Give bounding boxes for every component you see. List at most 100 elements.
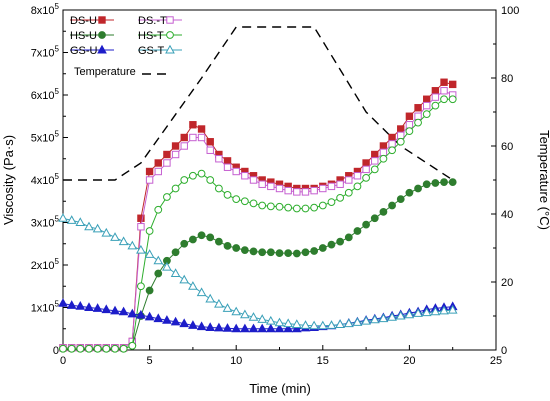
data-point <box>180 133 188 142</box>
legend-item: HS-U <box>70 30 114 42</box>
data-point <box>231 306 242 316</box>
data-point <box>414 118 422 127</box>
x-tick-label: 10 <box>230 355 242 367</box>
data-point <box>361 315 371 325</box>
data-point <box>145 167 154 176</box>
temperature-series-line <box>63 26 454 181</box>
data-point <box>291 319 302 328</box>
data-point <box>292 249 301 258</box>
data-point <box>197 133 206 142</box>
data-point <box>171 142 180 150</box>
data-point <box>58 298 68 307</box>
data-point <box>318 201 327 210</box>
legend-marker <box>166 16 174 24</box>
data-point <box>422 180 431 189</box>
data-point <box>153 255 164 265</box>
data-point <box>162 315 172 324</box>
y-tick-label: 4x105 <box>31 172 60 187</box>
data-point <box>362 165 370 174</box>
legend-item: DS-U <box>70 15 114 27</box>
data-point <box>275 184 284 193</box>
data-point <box>379 148 388 157</box>
data-point <box>396 195 405 204</box>
data-point <box>379 154 388 163</box>
data-point <box>422 110 431 119</box>
data-point <box>163 193 171 201</box>
data-point <box>292 204 301 213</box>
legend-marker <box>98 31 106 39</box>
data-point <box>222 303 233 312</box>
data-point <box>379 207 388 216</box>
data-point <box>214 298 224 308</box>
series-line <box>63 90 453 349</box>
data-point <box>293 188 301 196</box>
temperature-line <box>63 26 454 181</box>
data-point <box>197 125 206 133</box>
data-point <box>396 137 405 146</box>
y-tick-label: 1x105 <box>31 300 60 315</box>
data-point <box>265 315 276 325</box>
y-tick-label: 5x105 <box>31 130 60 145</box>
data-point <box>206 138 214 146</box>
plot-frame <box>62 9 497 351</box>
data-point <box>180 142 188 150</box>
legend-label: DS-U <box>70 15 97 27</box>
series-line <box>62 217 453 327</box>
data-point <box>102 344 111 353</box>
data-point <box>257 314 268 323</box>
data-point <box>344 233 353 242</box>
data-point <box>431 179 440 187</box>
data-point <box>413 308 423 317</box>
data-point <box>414 112 422 120</box>
legend-item-temperature: Temperature <box>74 66 170 78</box>
data-point <box>431 87 440 95</box>
data-point <box>448 95 457 104</box>
data-point <box>171 248 180 257</box>
data-point <box>404 309 415 319</box>
x-tick-label: 20 <box>403 355 415 367</box>
y2-tick-label: 20 <box>501 277 513 289</box>
data-point <box>171 150 180 159</box>
data-point <box>283 318 294 328</box>
data-point <box>240 323 250 333</box>
data-point <box>335 319 345 328</box>
data-point <box>327 182 336 191</box>
data-point <box>362 159 370 167</box>
legend-marker <box>166 31 174 39</box>
data-point <box>440 78 448 86</box>
legend-marker <box>98 16 106 24</box>
legend-label: HS-U <box>70 30 97 42</box>
y-tick-label: 2x105 <box>31 257 60 272</box>
data-point <box>309 320 319 330</box>
data-point <box>275 202 284 211</box>
data-point <box>249 176 258 184</box>
data-point <box>214 184 223 193</box>
data-point <box>319 184 327 193</box>
legend-item: HS-T <box>138 30 182 42</box>
data-point <box>162 261 172 271</box>
axis-ticks: 0 5 10 15 20 2501x1052x1053x1054x1055x1056x10… <box>31 2 520 367</box>
legend-item: GS-T <box>138 44 182 57</box>
data-point <box>101 227 112 237</box>
data-point <box>395 310 406 320</box>
data-point <box>440 87 448 95</box>
data-point <box>93 344 102 353</box>
data-point <box>163 150 171 159</box>
data-point <box>144 249 155 258</box>
data-point <box>231 323 242 333</box>
data-point <box>336 193 345 202</box>
data-point <box>240 197 249 206</box>
data-point <box>300 320 311 329</box>
y2-tick-label: 0 <box>501 345 507 357</box>
data-point <box>188 320 198 329</box>
data-point <box>310 247 319 255</box>
data-point <box>154 159 162 167</box>
data-point <box>343 318 354 328</box>
data-point <box>265 323 276 333</box>
data-point <box>421 307 432 317</box>
data-point <box>136 244 146 254</box>
data-point <box>127 240 138 250</box>
data-point <box>284 249 293 258</box>
data-point <box>66 215 77 224</box>
data-point <box>310 203 319 212</box>
